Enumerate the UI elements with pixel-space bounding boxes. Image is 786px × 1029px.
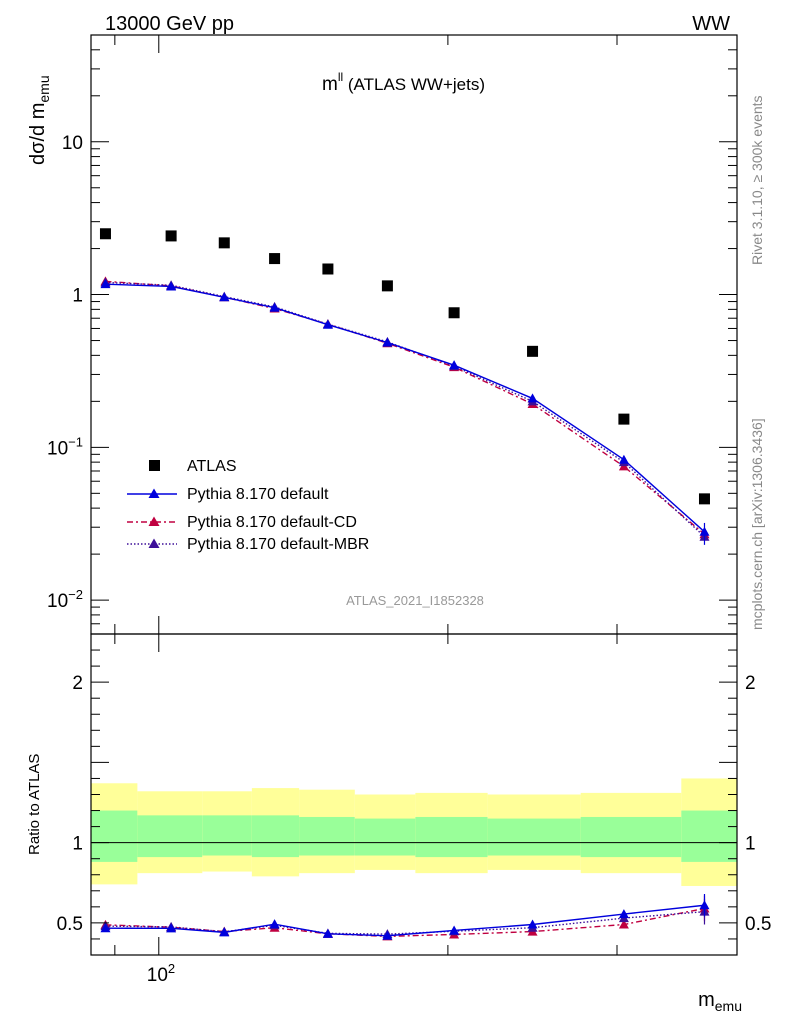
process-label: WW [692, 13, 730, 35]
ratio-band-inner [681, 810, 737, 862]
main-marker-default [100, 279, 111, 289]
main-marker-default [322, 319, 333, 329]
legend-item-cd: Pythia 8.170 default-CD [127, 514, 357, 531]
ratio-band-inner [299, 816, 355, 856]
ratio-band-inner [91, 810, 138, 862]
main-y-tick-label: 10−1 [47, 434, 83, 459]
ratio-marker-default [699, 900, 710, 910]
ratio-y-tick-label-right: 2 [745, 673, 756, 694]
ratio-y-axis-label: Ratio to ATLAS [26, 754, 43, 855]
main-y-tick-label-exp: −2 [68, 587, 83, 602]
main-y-tick-label-base: 1 [72, 286, 83, 307]
main-marker-default [219, 292, 230, 302]
xlabel-main: m [698, 989, 715, 1011]
ratio-marker-default [269, 919, 280, 929]
ratio-y-tick-label-left: 0.5 [57, 914, 83, 935]
ratio-plot [100, 894, 710, 941]
main-y-tick-label-exp: −1 [68, 434, 83, 449]
main-marker-default [527, 393, 538, 403]
main-line-mbr [105, 281, 705, 538]
legend-label-atlas: ATLAS [187, 458, 237, 475]
analysis-id: ATLAS_2021_I1852328 [346, 593, 484, 608]
main-marker-atlas [269, 253, 281, 265]
main-marker-default [269, 302, 280, 312]
rivet-label: Rivet 3.1.10, ≥ 300k events [749, 95, 765, 265]
main-y-tick-label: 10−2 [47, 587, 83, 612]
main-y-tick-label-base: 10 [47, 591, 68, 612]
ratio-y-tick-label-left: 1 [72, 834, 83, 855]
ratio-band-inner [354, 818, 416, 856]
legend-marker-default [148, 488, 160, 498]
main-y-axis-label: dσ/d memu [27, 75, 52, 165]
ratio-band-inner [202, 815, 252, 856]
main-y-tick-label: 1 [72, 286, 83, 307]
x-tick-label-base: 10 [147, 965, 168, 986]
x-axis-label: memu [698, 989, 742, 1014]
ylabel-sub: emu [36, 75, 52, 102]
main-marker-default [449, 360, 460, 370]
ratio-line-default [105, 904, 705, 937]
main-marker-atlas [618, 413, 630, 425]
ratio-marker-default [527, 919, 538, 929]
xlabel-sub: emu [715, 998, 742, 1014]
title-rest: (ATLAS WW+jets) [343, 75, 485, 94]
ylabel-main: dσ/d m [27, 103, 49, 165]
title-sup: ll [338, 70, 343, 84]
main-line-default [105, 283, 705, 533]
main-marker-atlas [218, 237, 230, 249]
main-marker-default [382, 337, 393, 347]
ratio-marker-default [166, 923, 177, 933]
plot-title: mll (ATLAS WW+jets) [322, 70, 485, 95]
main-marker-atlas [448, 307, 460, 319]
main-y-tick-label: 10 [62, 133, 83, 154]
title-main: m [322, 74, 338, 95]
mcplots-label: mcplots.cern.ch [arXiv:1306.3436] [749, 418, 765, 630]
ratio-line-mbr [105, 910, 705, 935]
x-tick-label-exp: 2 [168, 961, 175, 976]
ratio-marker-default [449, 925, 460, 935]
legend-marker-mbr [148, 538, 160, 548]
legend: ATLAS Pythia 8.170 default Pythia 8.170 … [127, 458, 369, 553]
main-marker-atlas [322, 263, 334, 275]
ratio-marker-default [219, 927, 230, 937]
ratio-y-tick-label-left: 2 [72, 673, 83, 694]
x-tick-label: 102 [147, 961, 175, 986]
ratio-band-inner [580, 816, 682, 858]
ratio-band-inner [415, 816, 488, 858]
main-marker-default [618, 454, 629, 464]
main-y-tick-label-base: 10 [62, 133, 83, 154]
ratio-y-tick-label-right: 1 [745, 834, 756, 855]
legend-marker-cd [148, 516, 160, 526]
legend-label-mbr: Pythia 8.170 default-MBR [187, 536, 369, 553]
ratio-marker-default [382, 930, 393, 940]
main-marker-default [166, 281, 177, 291]
ratio-marker-default [618, 909, 629, 919]
legend-item-mbr: Pythia 8.170 default-MBR [127, 536, 369, 553]
legend-item-atlas: ATLAS [149, 458, 237, 475]
main-marker-atlas [381, 280, 393, 292]
ratio-marker-default [322, 928, 333, 938]
ratio-y-tick-label-right: 0.5 [745, 914, 771, 935]
energy-label: 13000 GeV pp [105, 13, 234, 35]
ratio-marker-default [100, 923, 111, 933]
main-marker-atlas [99, 228, 111, 240]
ratio-band-inner [137, 815, 203, 858]
legend-item-default: Pythia 8.170 default [127, 486, 329, 503]
ratio-line-cd [105, 907, 705, 938]
legend-label-cd: Pythia 8.170 default-CD [187, 514, 357, 531]
ratio-band-inner [487, 818, 581, 856]
ratio-marker-cd [618, 919, 629, 929]
ratio-band-inner [251, 815, 300, 858]
legend-marker-atlas [149, 460, 160, 471]
main-plot [99, 228, 710, 545]
main-y-tick-label-base: 10 [47, 438, 68, 459]
main-marker-atlas [527, 345, 539, 357]
main-marker-atlas [165, 230, 177, 242]
ratio-bands [91, 778, 737, 886]
main-marker-atlas [698, 493, 710, 505]
legend-label-default: Pythia 8.170 default [187, 486, 329, 503]
